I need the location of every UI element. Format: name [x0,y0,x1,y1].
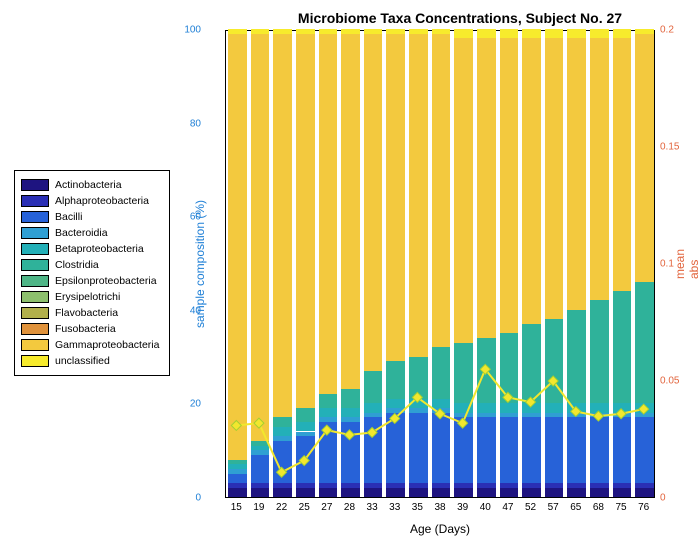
y-tick-left: 0 [195,493,201,504]
bar [432,31,451,497]
bar [590,31,609,497]
legend-item: Alphaproteobacteria [21,193,159,209]
legend-swatch [21,227,49,239]
y-tick-right: 0 [660,493,666,504]
legend-item: Bacilli [21,209,159,225]
x-tick-label: 65 [570,502,581,513]
legend-swatch [21,275,49,287]
legend-item: Actinobacteria [21,177,159,193]
x-tick-label: 52 [525,502,536,513]
legend-item: Bacteroidia [21,225,159,241]
legend-label: Betaproteobacteria [55,243,144,255]
x-tick-label: 47 [502,502,513,513]
x-tick-label: 35 [412,502,423,513]
bar [364,31,383,497]
y-axis-right-label: mean abs error [673,249,700,279]
x-tick-label: 25 [299,502,310,513]
bar [386,31,405,497]
y-tick-left: 100 [184,25,201,36]
x-tick-label: 28 [344,502,355,513]
bar [522,31,541,497]
y-tick-right: 0.1 [660,259,674,270]
x-tick-label: 19 [253,502,264,513]
x-tick-label: 27 [321,502,332,513]
bar [454,31,473,497]
legend-label: Flavobacteria [55,307,118,319]
legend-swatch [21,195,49,207]
legend-swatch [21,355,49,367]
x-tick-label: 39 [457,502,468,513]
bar [228,31,247,497]
y-axis-left: 020406080100 [205,30,223,498]
bar [545,31,564,497]
legend-label: Fusobacteria [55,323,116,335]
legend-swatch [21,291,49,303]
legend: Actinobacteria Alphaproteobacteria Bacilli… [14,170,170,376]
legend-item: unclassified [21,353,159,369]
x-tick-label: 33 [389,502,400,513]
y-tick-left: 80 [190,118,201,129]
bar [613,31,632,497]
bar [296,31,315,497]
legend-item: Erysipelotrichi [21,289,159,305]
bar [477,31,496,497]
bar [341,31,360,497]
legend-item: Epsilonproteobacteria [21,273,159,289]
legend-swatch [21,211,49,223]
legend-label: Erysipelotrichi [55,291,120,303]
legend-label: Alphaproteobacteria [55,195,149,207]
x-tick-label: 68 [593,502,604,513]
legend-label: Actinobacteria [55,179,122,191]
x-tick-label: 75 [615,502,626,513]
legend-swatch [21,339,49,351]
legend-item: Clostridia [21,257,159,273]
x-tick-label: 15 [231,502,242,513]
legend-swatch [21,259,49,271]
legend-swatch [21,179,49,191]
y-tick-right: 0.2 [660,25,674,36]
legend-label: Clostridia [55,259,99,271]
x-tick-label: 38 [434,502,445,513]
legend-label: unclassified [55,355,110,367]
legend-item: Betaproteobacteria [21,241,159,257]
x-axis: 15 19 22 25 27 28 33 33 35 38 39 40 47 52 57 65 68 75 76 [225,502,655,516]
plot-area [225,30,655,498]
legend-item: Gammaproteobacteria [21,337,159,353]
x-tick-label: 33 [367,502,378,513]
bar [567,31,586,497]
y-tick-right: 0.15 [660,142,679,153]
bar [500,31,519,497]
legend-item: Flavobacteria [21,305,159,321]
y-axis-left-label: sample composition (%) [193,200,207,328]
x-tick-label: 76 [638,502,649,513]
x-axis-label: Age (Days) [225,522,655,536]
legend-swatch [21,243,49,255]
legend-item: Fusobacteria [21,321,159,337]
x-tick-label: 22 [276,502,287,513]
legend-label: Epsilonproteobacteria [55,275,157,287]
x-tick-label: 57 [548,502,559,513]
bar [319,31,338,497]
bar [251,31,270,497]
bar [273,31,292,497]
y-tick-left: 20 [190,399,201,410]
x-tick-label: 40 [480,502,491,513]
legend-swatch [21,323,49,335]
bar [635,31,654,497]
chart-title: Microbiome Taxa Concentrations, Subject … [225,10,695,26]
y-tick-right: 0.05 [660,376,679,387]
legend-label: Gammaproteobacteria [55,339,159,351]
legend-label: Bacilli [55,211,82,223]
legend-swatch [21,307,49,319]
legend-label: Bacteroidia [55,227,108,239]
bar [409,31,428,497]
